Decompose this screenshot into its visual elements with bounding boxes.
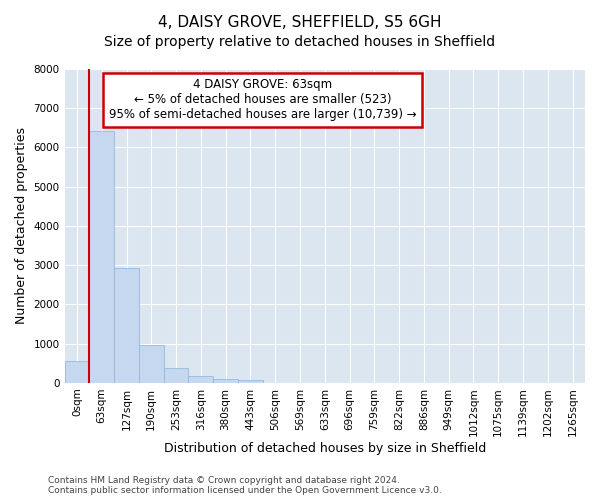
- Bar: [114, 268, 139, 383]
- Bar: [65, 361, 89, 383]
- Bar: [89, 130, 114, 383]
- Bar: [139, 345, 164, 383]
- Text: 4, DAISY GROVE, SHEFFIELD, S5 6GH: 4, DAISY GROVE, SHEFFIELD, S5 6GH: [158, 15, 442, 30]
- Text: Contains HM Land Registry data © Crown copyright and database right 2024.
Contai: Contains HM Land Registry data © Crown c…: [48, 476, 442, 495]
- Y-axis label: Number of detached properties: Number of detached properties: [15, 128, 28, 324]
- Bar: [188, 376, 213, 383]
- Bar: [164, 368, 188, 383]
- Bar: [238, 380, 263, 383]
- Bar: [213, 378, 238, 383]
- X-axis label: Distribution of detached houses by size in Sheffield: Distribution of detached houses by size …: [164, 442, 486, 455]
- Text: Size of property relative to detached houses in Sheffield: Size of property relative to detached ho…: [104, 35, 496, 49]
- Text: 4 DAISY GROVE: 63sqm
← 5% of detached houses are smaller (523)
95% of semi-detac: 4 DAISY GROVE: 63sqm ← 5% of detached ho…: [109, 78, 416, 122]
